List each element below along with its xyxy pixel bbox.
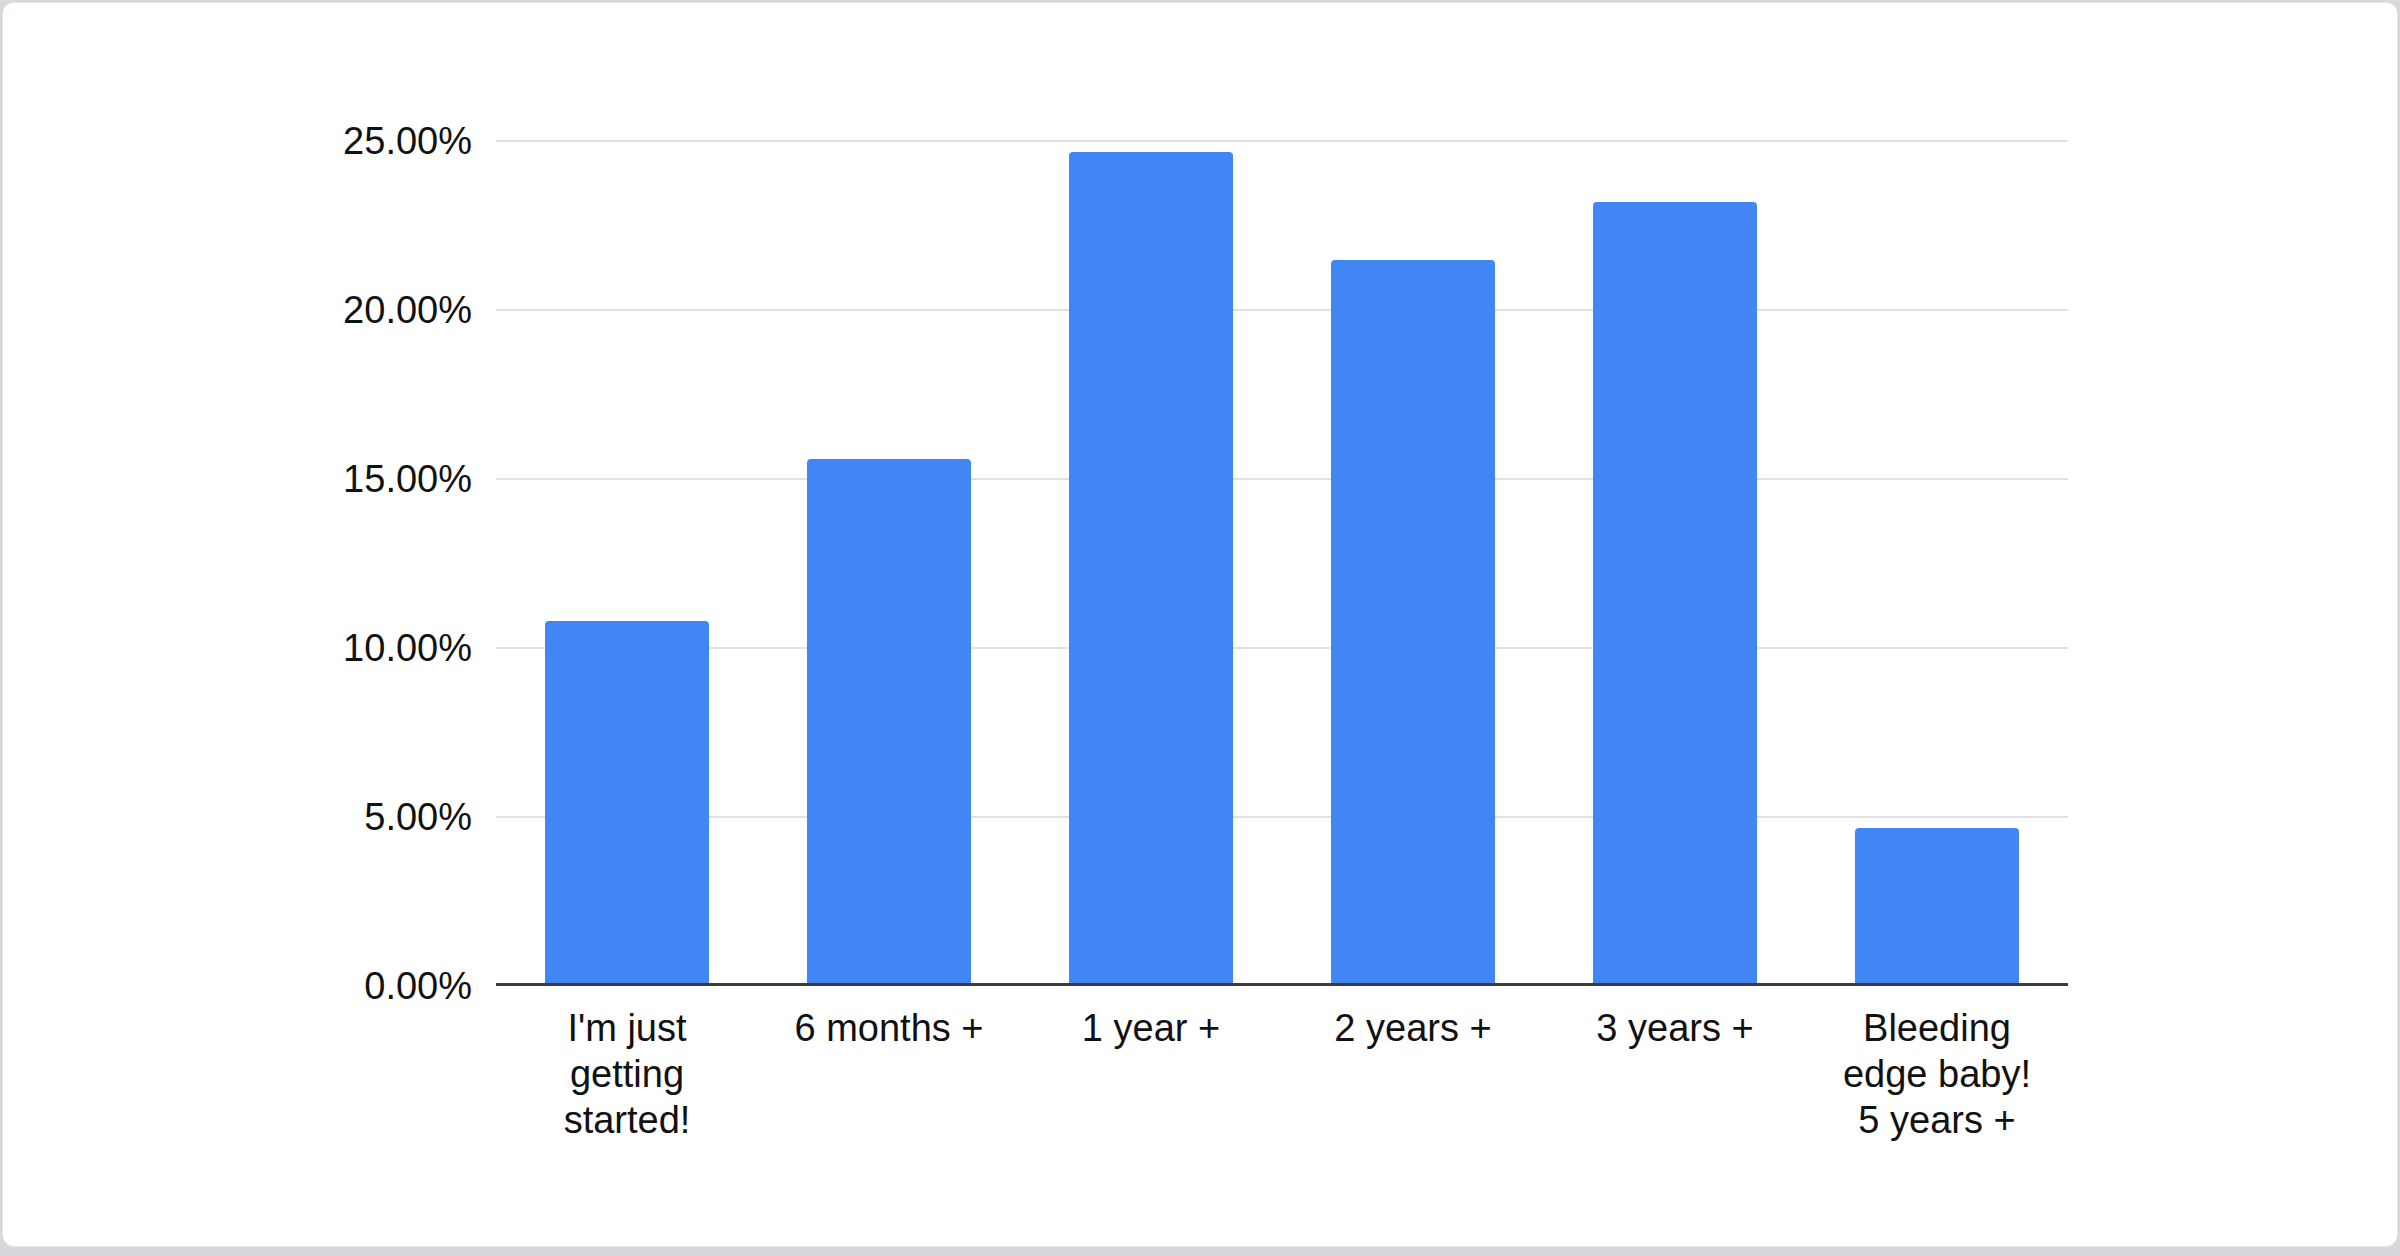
y-axis-label: 5.00% bbox=[364, 796, 472, 839]
x-axis-label-line: started! bbox=[496, 1097, 758, 1143]
bar-band bbox=[1020, 141, 1282, 983]
x-axis-label-line: 3 years + bbox=[1544, 1005, 1806, 1051]
bar-band bbox=[496, 141, 758, 983]
x-axis-label-line: edge baby! bbox=[1806, 1051, 2068, 1097]
x-axis-label: 1 year + bbox=[1020, 1005, 1282, 1051]
x-axis-label: Bleedingedge baby!5 years + bbox=[1806, 1005, 2068, 1143]
bar bbox=[1331, 260, 1495, 983]
bar-chart: 0.00% 5.00% 10.00% 15.00% 20.00% 25.00% I'm j… bbox=[3, 3, 2397, 1246]
y-axis-label: 20.00% bbox=[343, 289, 472, 332]
x-axis-label: 3 years + bbox=[1544, 1005, 1806, 1051]
chart-card: 0.00% 5.00% 10.00% 15.00% 20.00% 25.00% I'm j… bbox=[2, 2, 2398, 1247]
x-axis-label-line: Bleeding bbox=[1806, 1005, 2068, 1051]
bar-band bbox=[1282, 141, 1544, 983]
bar-band bbox=[1544, 141, 1806, 983]
bar bbox=[1855, 828, 2019, 983]
x-axis-label-line: 2 years + bbox=[1282, 1005, 1544, 1051]
x-axis-label: 2 years + bbox=[1282, 1005, 1544, 1051]
bar-band bbox=[758, 141, 1020, 983]
y-axis-label: 15.00% bbox=[343, 458, 472, 501]
bar bbox=[545, 621, 709, 983]
bar bbox=[1593, 202, 1757, 983]
x-axis-label: I'm justgettingstarted! bbox=[496, 1005, 758, 1143]
x-axis-label-line: I'm just bbox=[496, 1005, 758, 1051]
y-axis-label: 0.00% bbox=[364, 965, 472, 1008]
x-axis-label-line: 1 year + bbox=[1020, 1005, 1282, 1051]
y-axis-label: 25.00% bbox=[343, 120, 472, 163]
x-axis-label-line: getting bbox=[496, 1051, 758, 1097]
plot-area bbox=[496, 141, 2068, 986]
x-axis-label-line: 5 years + bbox=[1806, 1097, 2068, 1143]
x-axis-label: 6 months + bbox=[758, 1005, 1020, 1051]
bar bbox=[1069, 152, 1233, 983]
bar bbox=[807, 459, 971, 983]
bar-band bbox=[1806, 141, 2068, 983]
x-axis-label-line: 6 months + bbox=[758, 1005, 1020, 1051]
y-axis-label: 10.00% bbox=[343, 627, 472, 670]
